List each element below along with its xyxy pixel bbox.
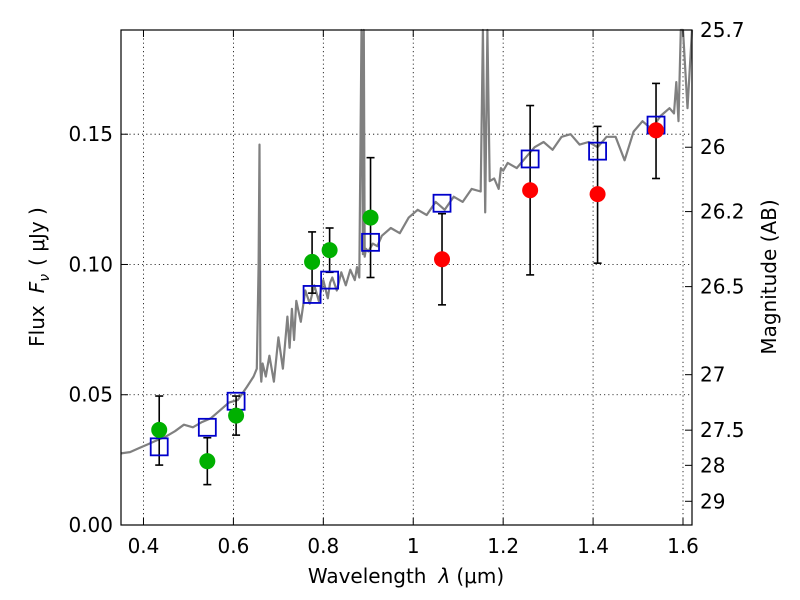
- ir-data-point: [648, 122, 665, 139]
- y-tick-label: 0.10: [68, 252, 113, 276]
- model-photometry-point: [320, 270, 340, 290]
- model-photometry-point: [432, 193, 452, 213]
- model-photometry-point: [149, 437, 169, 457]
- x-tick-label: 1.6: [667, 534, 699, 558]
- y2-tick-label: 27.5: [700, 418, 745, 442]
- grid: [121, 30, 692, 525]
- y2-tick-label: 29: [700, 489, 725, 513]
- x-tick-label: 1: [407, 534, 420, 558]
- optical-data-point: [321, 242, 338, 259]
- y2-tick-label: 26: [700, 135, 725, 159]
- ir-data-point: [434, 251, 451, 268]
- x-axis-label: Wavelength λ (μm): [308, 564, 504, 588]
- y2-tick-label: 26.5: [700, 275, 745, 299]
- model-photometry-point: [197, 417, 217, 437]
- x-tick-label: 0.8: [307, 534, 339, 558]
- model-spectrum-line: [120, 28, 694, 455]
- y-tick-label: 0.05: [68, 383, 113, 407]
- model-photometry-point: [520, 149, 540, 169]
- model-photometry-point: [361, 232, 380, 252]
- x-tick-label: 1.4: [577, 534, 609, 558]
- ir-data-point: [589, 186, 606, 203]
- axes-frame: [120, 29, 693, 526]
- model-photometry-point: [588, 141, 607, 161]
- x-tick-label: 1.2: [487, 534, 519, 558]
- x-tick-label: 0.4: [128, 534, 160, 558]
- model-photometry-point: [302, 285, 322, 304]
- y2-tick-label: 25.7: [700, 18, 745, 42]
- y2-tick-label: 27: [700, 363, 725, 387]
- y2-tick-label: 28: [700, 453, 725, 477]
- optical-data-point: [228, 407, 245, 424]
- x-tick-label: 0.6: [217, 534, 249, 558]
- ir-data-point: [522, 182, 539, 199]
- optical-data-point: [304, 253, 321, 270]
- y-tick-label: 0.15: [68, 122, 113, 146]
- ticks: 0.4 0.6 0.8 1 1.2 1.4 1.6 0.00 0.05 0.10 0.15 25.7 2…: [68, 18, 744, 558]
- optical-data-point: [362, 209, 379, 226]
- y-tick-label: 0.00: [68, 513, 113, 537]
- y2-axis-label: Magnitude (AB): [757, 199, 781, 354]
- y-axis-label: FluxFν( μJy ): [25, 207, 53, 347]
- y2-tick-label: 26.2: [700, 200, 745, 224]
- plot-area: [120, 28, 694, 486]
- optical-data-point: [199, 453, 216, 470]
- optical-data-point: [151, 421, 168, 438]
